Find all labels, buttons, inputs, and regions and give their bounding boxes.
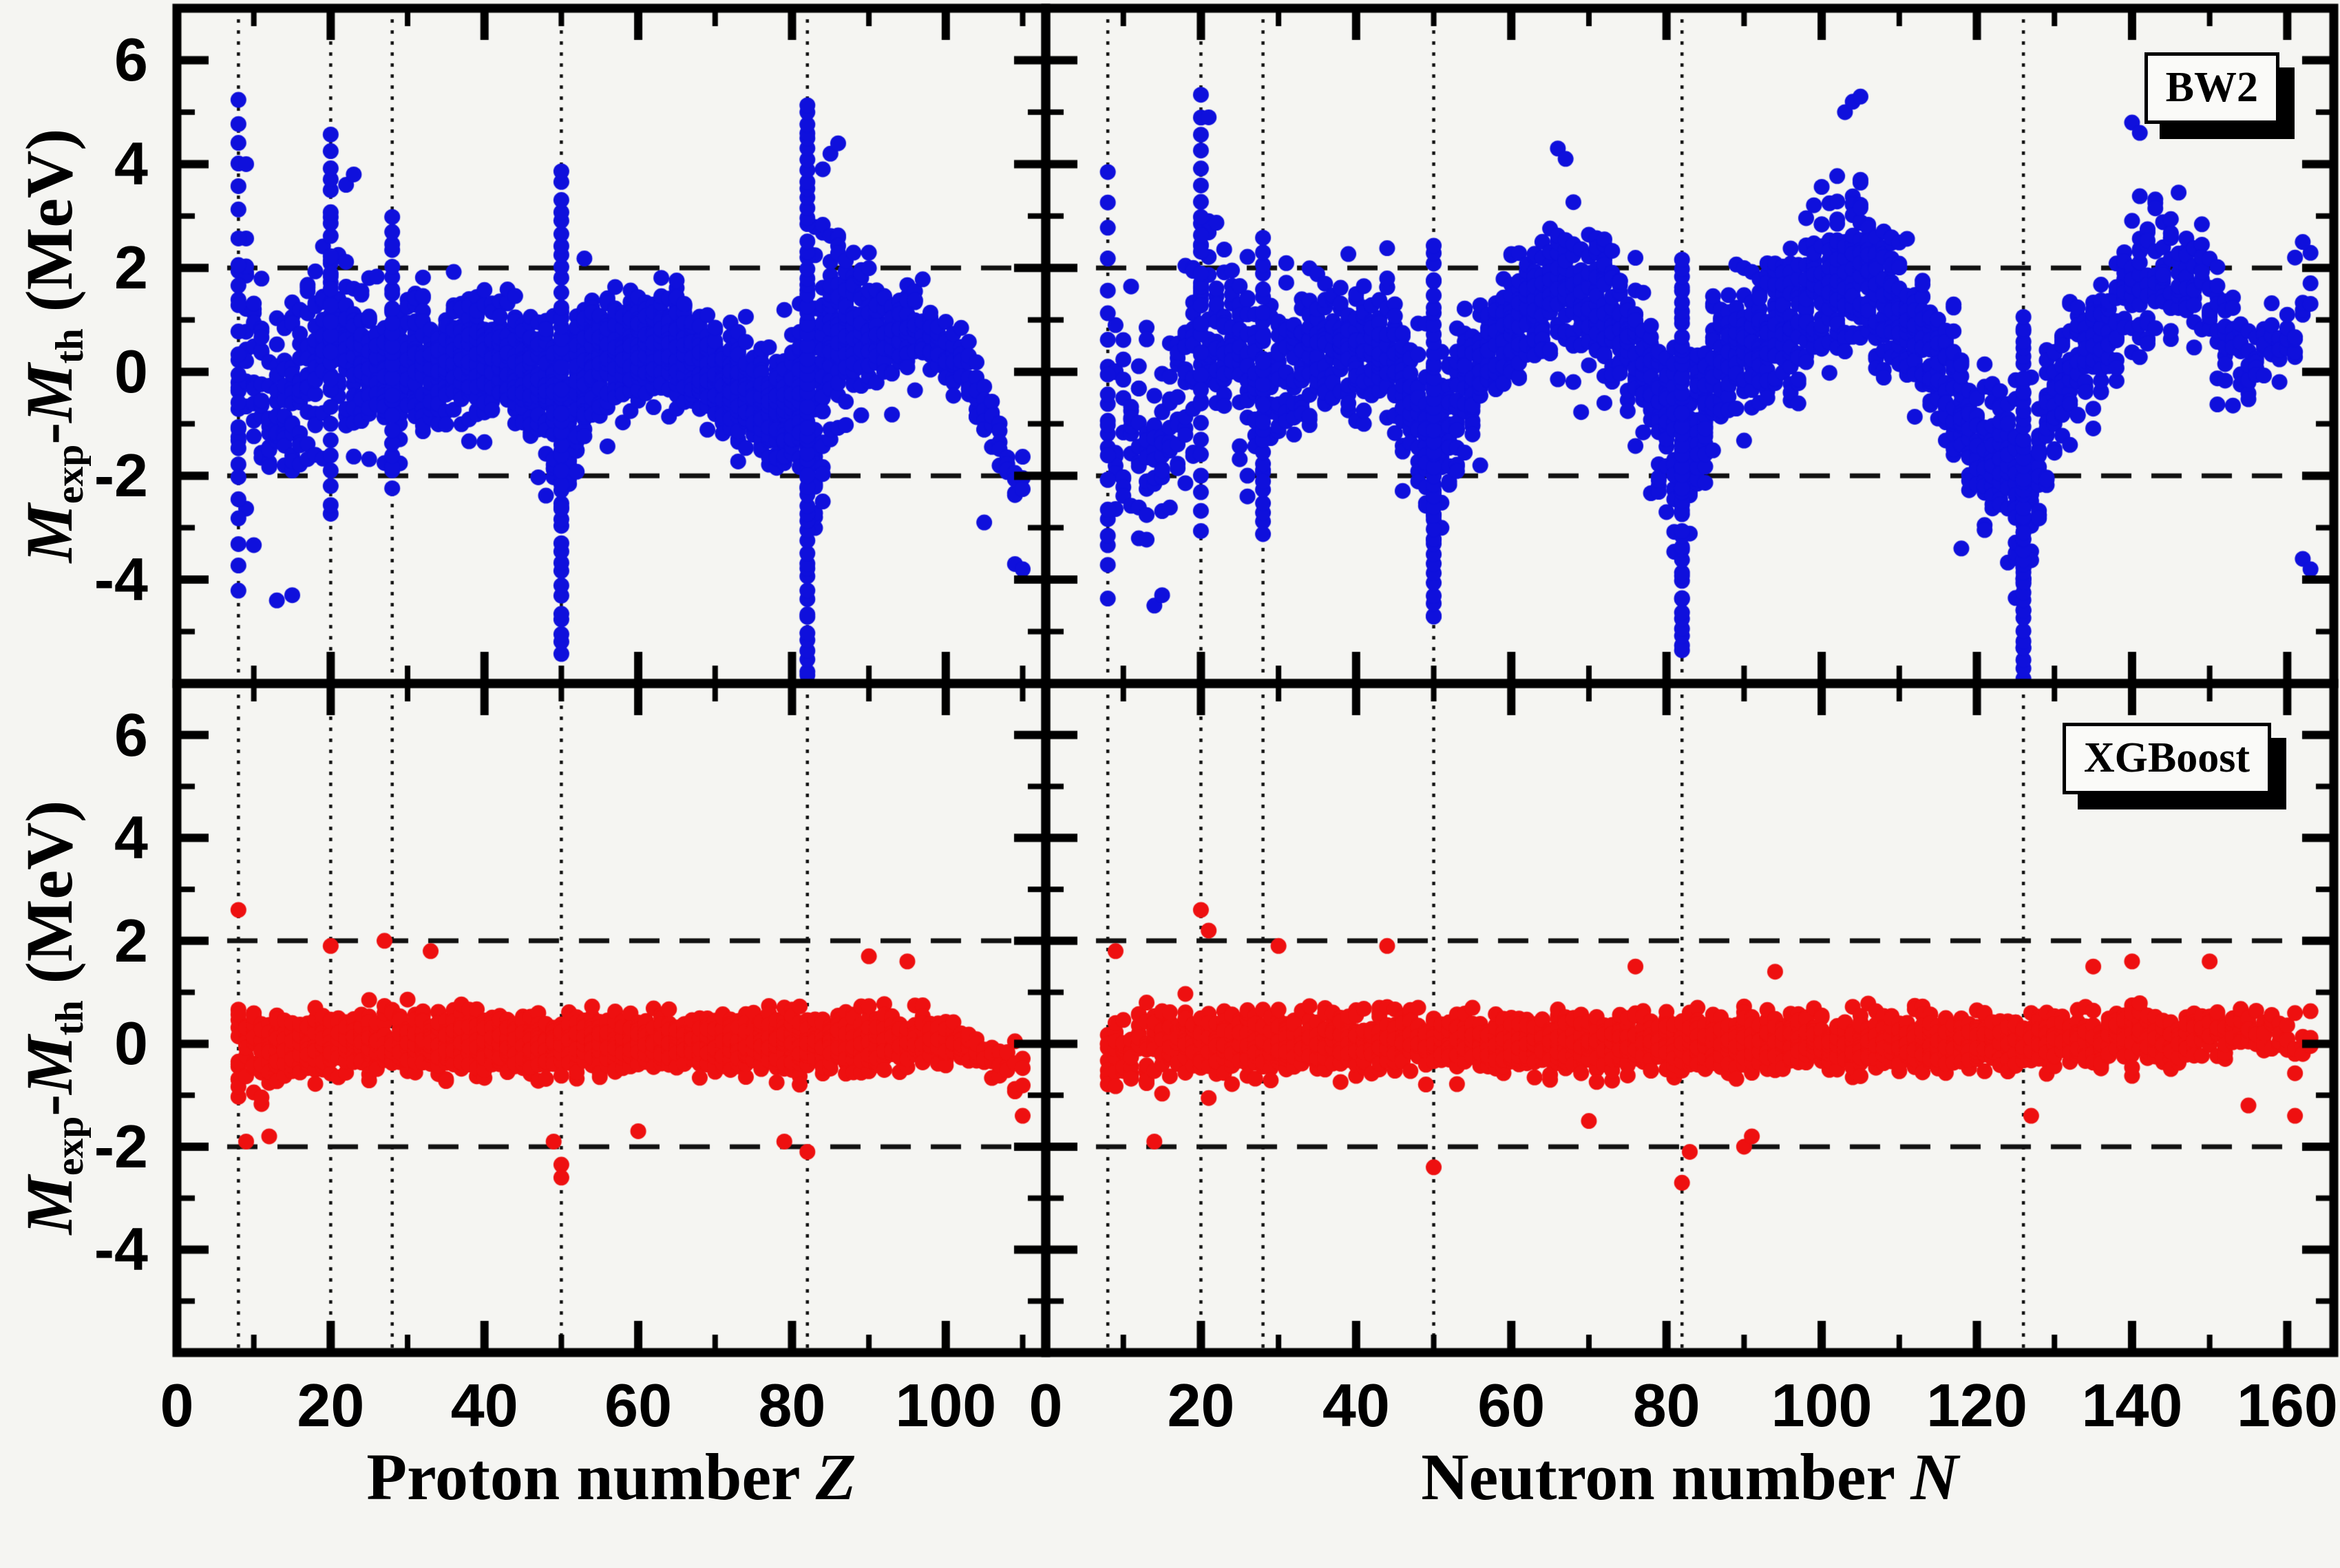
legend-bw2: BW2 <box>2144 52 2279 124</box>
scatter-canvas <box>0 0 2340 1533</box>
y-tick-label: 6 <box>114 25 148 94</box>
x-tick-label: 0 <box>160 1371 194 1439</box>
x-tick-label: 60 <box>604 1371 673 1439</box>
x-axis-title-neutron: Neutron number N <box>1139 1437 2241 1516</box>
x-tick-label: 100 <box>895 1371 997 1439</box>
y-title-sub-exp: exp <box>48 1116 92 1176</box>
y-tick-label: -2 <box>94 1112 148 1180</box>
y-title-unit: (MeV) <box>12 800 86 1001</box>
x-tick-label: 40 <box>450 1371 518 1439</box>
x-tick-label: 20 <box>1167 1371 1235 1439</box>
legend-xgboost: XGBoost <box>2062 723 2271 794</box>
x-title-left-text: Proton number <box>366 1440 816 1514</box>
y-tick-label: 2 <box>114 233 148 302</box>
figure: 0 20 40 60 80 100 0 20 40 60 80 100 120 140 160 -4 -2 0 2 4… <box>0 0 2340 1533</box>
y-tick-label: -2 <box>94 441 148 510</box>
x-tick-label: 60 <box>1477 1371 1546 1439</box>
legend-xgboost-label: XGBoost <box>2083 734 2250 781</box>
y-title-minus: - <box>12 422 86 445</box>
y-tick-label: -4 <box>94 545 148 614</box>
x-tick-label: 80 <box>758 1371 826 1439</box>
y-tick-label: 2 <box>114 906 148 975</box>
x-tick-label: 100 <box>1771 1371 1873 1439</box>
y-tick-label: 4 <box>114 129 148 198</box>
y-title-sub-th: th <box>48 1000 92 1036</box>
x-tick-label: 140 <box>2081 1371 2183 1439</box>
x-tick-label: 40 <box>1322 1371 1390 1439</box>
x-tick-label: 80 <box>1632 1371 1700 1439</box>
x-title-left-variable: Z <box>815 1440 856 1514</box>
y-title-minus: - <box>12 1094 86 1116</box>
y-axis-title-bottom: Mexp-Mth (MeV) <box>10 467 94 1568</box>
x-title-right-variable: N <box>1910 1440 1959 1514</box>
legend-bw2-label: BW2 <box>2165 64 2258 111</box>
y-title-m-th: M <box>12 1035 86 1094</box>
y-tick-label: 0 <box>114 1009 148 1078</box>
y-tick-label: 6 <box>114 700 148 769</box>
y-title-m-th: M <box>12 363 86 423</box>
x-tick-label: 160 <box>2236 1371 2338 1439</box>
x-tick-label: 120 <box>1926 1371 2027 1439</box>
y-title-unit: (MeV) <box>12 128 86 328</box>
y-tick-label: 0 <box>114 337 148 406</box>
x-tick-label: 20 <box>297 1371 365 1439</box>
x-title-right-text: Neutron number <box>1421 1440 1911 1514</box>
y-tick-label: -4 <box>94 1215 148 1284</box>
y-title-m-exp: M <box>12 1176 86 1235</box>
y-tick-label: 4 <box>114 803 148 872</box>
x-tick-label: 0 <box>1029 1371 1063 1439</box>
y-title-sub-th: th <box>48 328 92 363</box>
x-axis-title-proton: Proton number Z <box>61 1437 1162 1516</box>
